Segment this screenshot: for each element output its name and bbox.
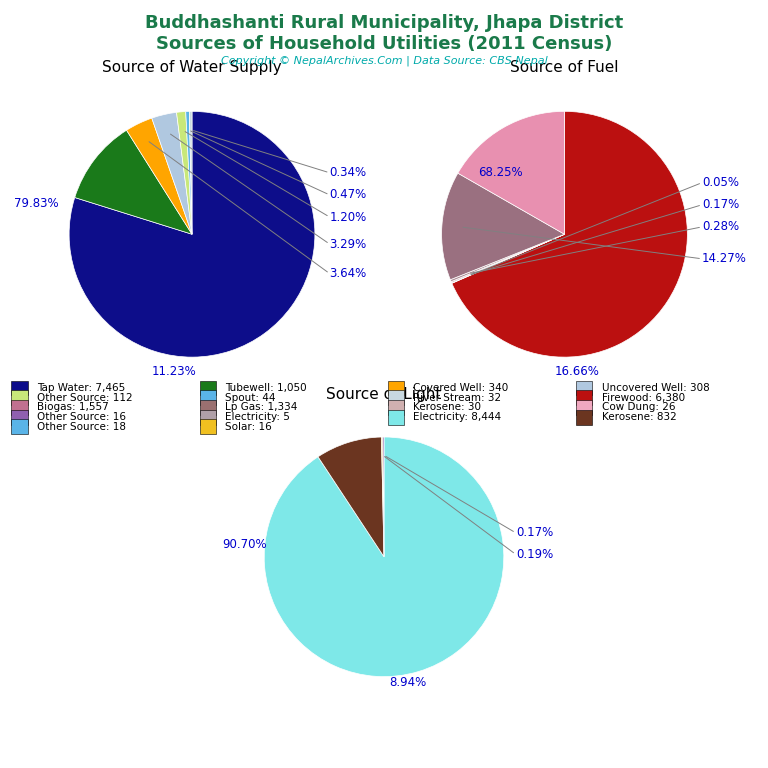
Text: 8.94%: 8.94% <box>389 676 426 689</box>
Wedge shape <box>152 112 192 234</box>
Text: Copyright © NepalArchives.Com | Data Source: CBS Nepal: Copyright © NepalArchives.Com | Data Sou… <box>220 55 548 66</box>
Text: Buddhashanti Rural Municipality, Jhapa District: Buddhashanti Rural Municipality, Jhapa D… <box>145 14 623 31</box>
Text: Cow Dung: 26: Cow Dung: 26 <box>601 402 675 412</box>
Wedge shape <box>458 111 564 234</box>
Wedge shape <box>69 111 315 357</box>
Text: Other Source: 112: Other Source: 112 <box>37 392 133 402</box>
Wedge shape <box>190 111 192 234</box>
FancyBboxPatch shape <box>200 419 216 435</box>
Wedge shape <box>451 234 564 283</box>
Text: 79.83%: 79.83% <box>14 197 58 210</box>
Text: River Stream: 32: River Stream: 32 <box>413 392 502 402</box>
Text: Tubewell: 1,050: Tubewell: 1,050 <box>225 383 307 393</box>
Text: Spout: 44: Spout: 44 <box>225 392 276 402</box>
FancyBboxPatch shape <box>388 380 404 396</box>
Text: 3.29%: 3.29% <box>329 237 367 250</box>
Text: Lp Gas: 1,334: Lp Gas: 1,334 <box>225 402 297 412</box>
FancyBboxPatch shape <box>12 390 28 406</box>
Wedge shape <box>264 437 504 677</box>
Text: 14.27%: 14.27% <box>702 253 747 265</box>
Wedge shape <box>74 131 192 234</box>
Text: 11.23%: 11.23% <box>151 366 196 379</box>
Text: Sources of Household Utilities (2011 Census): Sources of Household Utilities (2011 Cen… <box>156 35 612 52</box>
Wedge shape <box>318 437 384 557</box>
FancyBboxPatch shape <box>12 419 28 435</box>
FancyBboxPatch shape <box>576 380 592 396</box>
Text: Firewood: 6,380: Firewood: 6,380 <box>601 392 684 402</box>
Text: Biogas: 1,557: Biogas: 1,557 <box>37 402 109 412</box>
Text: 0.47%: 0.47% <box>329 188 367 201</box>
Text: Electricity: 8,444: Electricity: 8,444 <box>413 412 502 422</box>
Wedge shape <box>450 234 564 282</box>
FancyBboxPatch shape <box>388 390 404 406</box>
Text: 68.25%: 68.25% <box>478 167 523 179</box>
Wedge shape <box>452 234 564 283</box>
Text: 0.28%: 0.28% <box>702 220 740 233</box>
Title: Source of Light: Source of Light <box>326 387 442 402</box>
Text: 0.05%: 0.05% <box>702 176 739 189</box>
Text: Solar: 16: Solar: 16 <box>225 422 272 432</box>
Text: Other Source: 18: Other Source: 18 <box>37 422 126 432</box>
FancyBboxPatch shape <box>12 409 28 425</box>
FancyBboxPatch shape <box>200 409 216 425</box>
Title: Source of Water Supply: Source of Water Supply <box>102 61 282 75</box>
Wedge shape <box>452 111 687 357</box>
Text: 0.34%: 0.34% <box>329 167 367 179</box>
Text: 16.66%: 16.66% <box>554 366 599 379</box>
FancyBboxPatch shape <box>388 409 404 425</box>
FancyBboxPatch shape <box>200 390 216 406</box>
Text: 3.64%: 3.64% <box>329 267 367 280</box>
FancyBboxPatch shape <box>576 390 592 406</box>
Wedge shape <box>177 111 192 234</box>
Text: 0.17%: 0.17% <box>516 526 553 539</box>
FancyBboxPatch shape <box>200 380 216 396</box>
Wedge shape <box>442 173 564 280</box>
Text: Kerosene: 832: Kerosene: 832 <box>601 412 677 422</box>
Text: Covered Well: 340: Covered Well: 340 <box>413 383 508 393</box>
Text: Uncovered Well: 308: Uncovered Well: 308 <box>601 383 710 393</box>
Text: 0.19%: 0.19% <box>516 548 553 561</box>
Text: Other Source: 16: Other Source: 16 <box>37 412 126 422</box>
Wedge shape <box>382 437 384 557</box>
Text: Kerosene: 30: Kerosene: 30 <box>413 402 482 412</box>
FancyBboxPatch shape <box>388 400 404 415</box>
Text: 90.70%: 90.70% <box>222 538 267 551</box>
Text: 1.20%: 1.20% <box>329 210 367 223</box>
Text: Electricity: 5: Electricity: 5 <box>225 412 290 422</box>
Text: 0.17%: 0.17% <box>702 198 740 211</box>
Text: Tap Water: 7,465: Tap Water: 7,465 <box>37 383 125 393</box>
Title: Source of Fuel: Source of Fuel <box>510 61 619 75</box>
Wedge shape <box>127 118 192 234</box>
FancyBboxPatch shape <box>12 380 28 396</box>
Wedge shape <box>382 437 384 557</box>
Wedge shape <box>186 111 192 234</box>
FancyBboxPatch shape <box>576 400 592 415</box>
FancyBboxPatch shape <box>12 400 28 415</box>
FancyBboxPatch shape <box>200 400 216 415</box>
FancyBboxPatch shape <box>576 409 592 425</box>
